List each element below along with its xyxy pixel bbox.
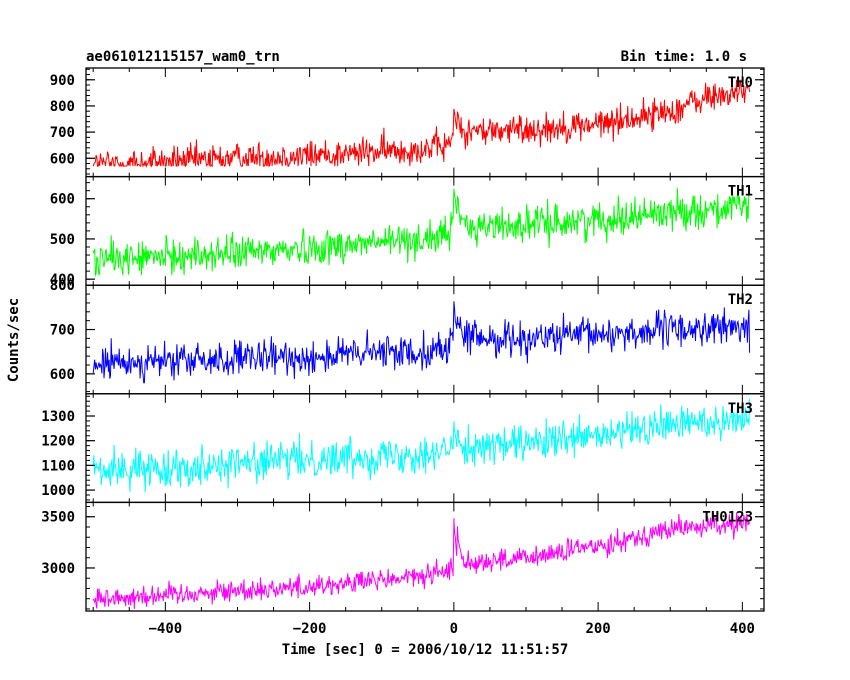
series-line-th0: [92, 79, 751, 169]
y-tick-label: 1200: [41, 434, 75, 450]
x-tick-label: −400: [148, 621, 182, 637]
y-tick-label: 800: [50, 99, 75, 115]
y-tick-label: 1300: [41, 409, 75, 425]
panel-frame: [85, 501, 765, 612]
x-tick-label: 400: [730, 621, 755, 637]
x-tick-label: −200: [293, 621, 327, 637]
panel-th0: 600 700 800 900 TH0: [50, 67, 765, 178]
x-axis-title: Time [sec] 0 = 2006/10/12 11:51:57: [282, 642, 569, 658]
y-tick-label: 3500: [41, 510, 75, 526]
series-line-th2: [92, 301, 751, 384]
y-tick-label: 600: [50, 192, 75, 208]
panel-th1: 400 500 600 TH1: [50, 175, 765, 288]
y-tick-label: 600: [50, 151, 75, 167]
y-tick-label: 700: [50, 125, 75, 141]
bin-time-label: Bin time: 1.0 s: [621, 49, 747, 65]
y-tick-label: 1100: [41, 458, 75, 474]
series-line-th3: [92, 398, 751, 493]
x-tick-label: 200: [585, 621, 610, 637]
y-tick-label: 3000: [41, 561, 75, 577]
x-tick-label: 0: [450, 621, 458, 637]
chart-title: ae061012115157_wam0_trn: [86, 49, 280, 65]
y-tick-label: 1000: [41, 483, 75, 499]
x-axis: −400 −200 0 200 400: [148, 621, 755, 637]
panels-group: 600 700 800 900 TH0 400 500 600 TH1 600 700 800 TH2 1…: [41, 67, 765, 612]
y-tick-label: 800: [50, 278, 75, 294]
panel-th2: 600 700 800 TH2: [50, 278, 765, 395]
panel-label-th1: TH1: [728, 184, 753, 200]
panel-label-th2: TH2: [728, 292, 753, 308]
y-tick-label: 600: [50, 367, 75, 383]
panel-th0123: 3000 3500 TH0123: [41, 501, 765, 612]
y-tick-label: 900: [50, 73, 75, 89]
y-axis-title: Counts/sec: [6, 298, 22, 382]
panel-frame: [85, 175, 765, 286]
y-tick-label: 700: [50, 323, 75, 339]
panel-frame: [85, 67, 765, 178]
series-line-th0123: [92, 512, 751, 610]
series-line-th1: [92, 187, 751, 277]
y-tick-label: 500: [50, 232, 75, 248]
panel-label-th0123: TH0123: [702, 509, 753, 525]
panel-label-th0: TH0: [728, 75, 753, 91]
panel-label-th3: TH3: [728, 401, 753, 417]
y-tick-label: 400: [50, 272, 75, 288]
panel-th3: 1000 1100 1200 1300 TH3: [41, 393, 765, 504]
